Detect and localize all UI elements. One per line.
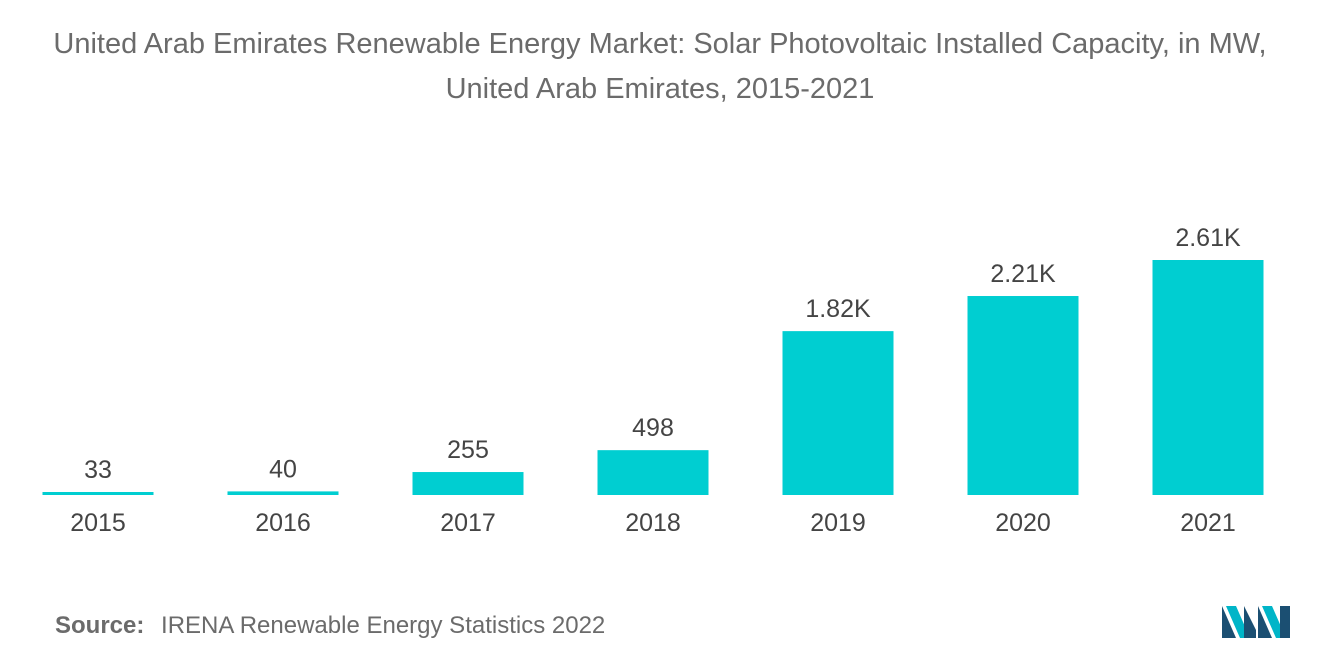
- chart-title: United Arab Emirates Renewable Energy Ma…: [53, 28, 1267, 105]
- data-label-2020: 2.21K: [990, 260, 1056, 288]
- x-tick-label-2015: 2015: [70, 509, 126, 537]
- source-note: Source: IRENA Renewable Energy Statistic…: [55, 612, 605, 640]
- bar-2016: [227, 491, 339, 495]
- x-tick-label-2021: 2021: [1180, 509, 1236, 537]
- data-label-2017: 255: [447, 436, 489, 464]
- bar-2019: [782, 331, 894, 495]
- data-label-2015: 33: [84, 456, 112, 484]
- data-label-2019: 1.82K: [805, 295, 871, 323]
- data-label-2021: 2.61K: [1175, 224, 1241, 252]
- bar-2021: [1152, 260, 1264, 495]
- source-text: IRENA Renewable Energy Statistics 2022: [161, 612, 606, 639]
- x-tick-label-2017: 2017: [440, 509, 496, 537]
- bar-2020: [967, 296, 1079, 495]
- x-tick-label-2020: 2020: [995, 509, 1051, 537]
- bar-chart: 33 2015 40 2016 255 2017 498 2018 1.82K 2019 2.21K…: [42, 224, 1264, 537]
- x-tick-label-2019: 2019: [810, 509, 866, 537]
- bar-2015: [42, 492, 154, 495]
- bar-2018: [597, 450, 709, 495]
- data-label-2016: 40: [269, 455, 297, 483]
- x-tick-label-2018: 2018: [625, 509, 681, 537]
- data-label-2018: 498: [632, 414, 674, 442]
- bar-2017: [412, 472, 524, 495]
- x-tick-label-2016: 2016: [255, 509, 311, 537]
- source-label: Source:: [55, 612, 145, 639]
- mordor-intelligence-logo-icon: [1222, 606, 1290, 638]
